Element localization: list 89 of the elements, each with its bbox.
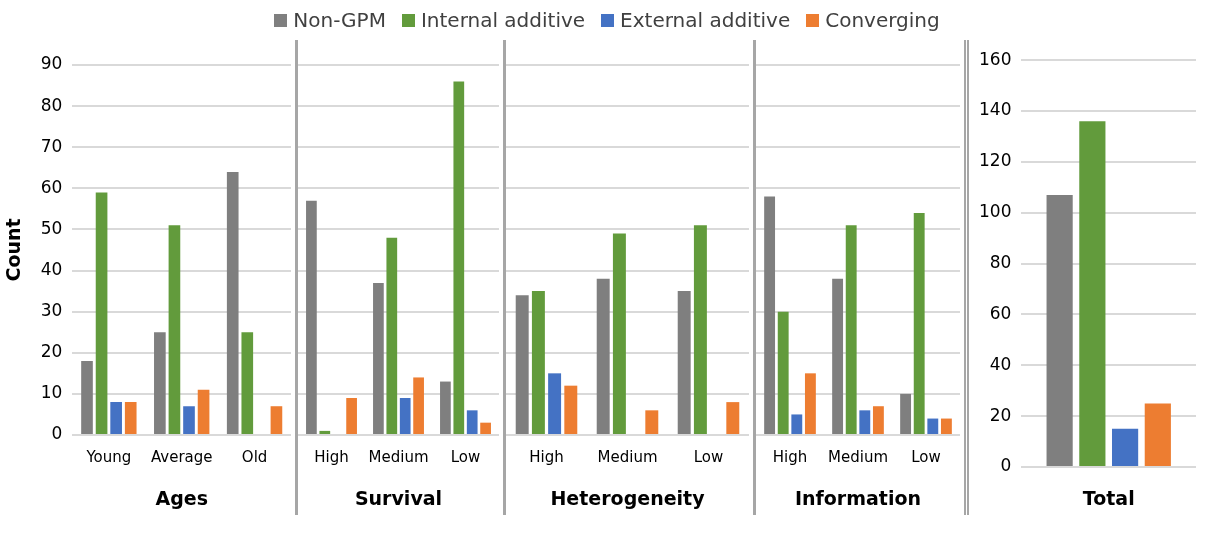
- bar: [270, 406, 283, 434]
- bar: [940, 418, 952, 434]
- bar: [1046, 194, 1073, 466]
- x-tick-label: Medium: [368, 447, 429, 466]
- y-tick-label: 160: [978, 48, 1012, 69]
- y-tick-label: 50: [40, 217, 63, 238]
- y-tick-label: 10: [40, 382, 63, 403]
- bar: [872, 406, 884, 434]
- y-tick-label: 40: [989, 353, 1012, 374]
- bar: [1112, 428, 1139, 466]
- y-tick-label: 40: [40, 258, 63, 279]
- bar: [386, 237, 398, 434]
- y-tick-label: 70: [40, 135, 63, 156]
- x-axis-title: Heterogeneity: [550, 486, 706, 509]
- bar: [804, 373, 816, 434]
- bar: [548, 373, 562, 434]
- x-tick-label: Young: [85, 447, 132, 466]
- y-tick-label: 80: [989, 252, 1012, 273]
- legend-label: Non-GPM: [293, 8, 386, 32]
- x-axis-title: Ages: [155, 486, 208, 509]
- bar: [306, 200, 317, 434]
- bar: [346, 398, 357, 434]
- bar: [373, 282, 384, 434]
- legend-label: Converging: [825, 8, 940, 32]
- y-tick-label: 60: [40, 176, 63, 197]
- bar: [791, 414, 803, 434]
- bar: [564, 385, 578, 434]
- bar: [515, 295, 529, 434]
- bar: [859, 410, 871, 434]
- x-tick-label: Medium: [597, 447, 658, 466]
- x-tick-label: High: [529, 447, 564, 466]
- y-tick-label: 0: [1000, 455, 1012, 476]
- bar: [81, 361, 93, 434]
- bar: [226, 171, 239, 434]
- x-tick-label: High: [314, 447, 349, 466]
- bar: [440, 381, 451, 434]
- bar: [596, 278, 610, 434]
- y-tick-label: 90: [40, 53, 63, 74]
- y-tick-label: 60: [989, 302, 1012, 323]
- bar: [913, 213, 925, 434]
- x-tick-label: Low: [911, 447, 941, 466]
- bar: [154, 332, 166, 434]
- bar: [466, 410, 478, 434]
- y-tick-label: 20: [40, 341, 63, 362]
- bar: [1144, 403, 1171, 466]
- y-tick-label: 100: [978, 201, 1012, 222]
- bar: [1079, 121, 1106, 466]
- bar: [241, 332, 254, 434]
- bar: [399, 398, 411, 434]
- x-tick-label: Old: [241, 447, 268, 466]
- bar: [480, 422, 491, 434]
- bar: [927, 418, 939, 434]
- legend-label: Internal additive: [420, 8, 586, 32]
- x-axis-title: Total: [1082, 486, 1135, 509]
- bar: [453, 81, 465, 434]
- bar: [110, 402, 122, 434]
- bar: [777, 311, 789, 434]
- bar: [168, 225, 181, 434]
- bar: [693, 225, 707, 434]
- y-tick-label: 30: [40, 300, 63, 321]
- x-axis-title: Information: [794, 486, 922, 509]
- x-axis-title: Survival: [354, 486, 443, 509]
- x-tick-label: High: [772, 447, 808, 466]
- bar: [197, 389, 210, 434]
- bar: [764, 196, 776, 434]
- bar: [95, 192, 108, 434]
- bar: [124, 402, 137, 434]
- y-tick-label: 80: [40, 94, 63, 115]
- legend-label: External additive: [620, 8, 791, 32]
- bar: [677, 291, 691, 434]
- x-tick-label: Average: [150, 447, 213, 466]
- x-tick-label: Low: [693, 447, 724, 466]
- y-tick-label: 140: [978, 99, 1012, 120]
- bar: [832, 278, 844, 434]
- x-tick-label: Medium: [828, 447, 888, 466]
- bar: [531, 291, 545, 434]
- y-tick-label: 20: [989, 404, 1012, 425]
- bar: [900, 393, 912, 434]
- bar: [645, 410, 659, 434]
- bar: [413, 377, 424, 434]
- bar: [319, 430, 331, 434]
- y-axis-title: Count: [2, 218, 25, 282]
- bar: [183, 406, 195, 434]
- y-tick-label: 120: [978, 150, 1012, 171]
- bar: [612, 233, 626, 434]
- x-tick-label: Low: [450, 447, 481, 466]
- y-tick-label: 0: [51, 423, 63, 444]
- bar: [726, 402, 740, 434]
- bar: [845, 225, 857, 434]
